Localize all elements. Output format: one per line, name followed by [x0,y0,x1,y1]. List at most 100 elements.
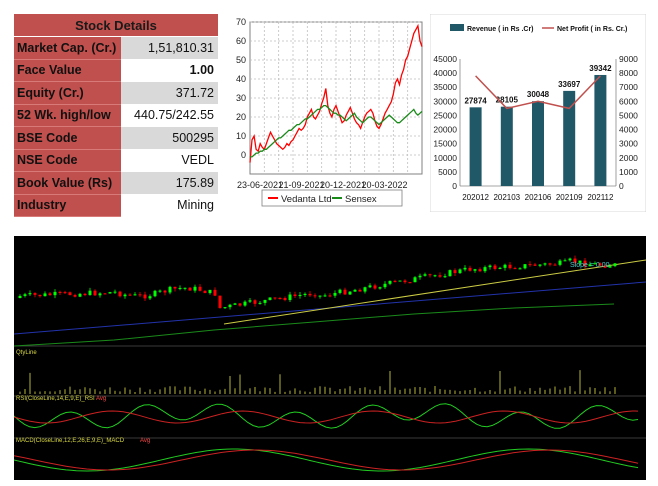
chart-legend: Revenue ( in Rs .Cr) Net Profit ( in Rs. … [450,24,627,33]
stock-detail-label: Industry [14,194,121,217]
bar-data-label: 30048 [527,90,550,99]
candle-body [223,307,227,309]
candle-body [603,265,607,268]
bar-data-label: 27874 [464,96,487,105]
stock-details-row: Equity (Cr.) 371.72 [14,81,218,105]
candle-body [153,290,157,297]
bar-data-label: 39342 [589,64,612,73]
y-tick-label: 40 [236,74,246,84]
stock-details-row: Market Cap. (Cr.) 1,51,810.31 [14,36,218,60]
candle-body [563,260,567,262]
candle-body [168,286,172,293]
candle-body [198,286,202,291]
candle-body [173,286,177,289]
candle-body [378,287,382,289]
legend-label: Vedanta Ltd [281,194,332,205]
candle-body [453,270,457,274]
candle-body [558,260,562,265]
sub-panel-label: RSI(CloseLine,14,E,9,E)_RSI [16,396,95,402]
candle-body [478,269,482,272]
candle-body [23,294,27,296]
series-line-vedanta [249,23,423,163]
x-tick-label: 202103 [493,193,520,202]
candlesticks [18,255,617,310]
x-tick-label: 21-09-2021 [278,180,324,190]
stock-detail-label: Equity (Cr.) [14,81,121,105]
candle-body [293,294,297,296]
revenue-profit-chart: Revenue ( in Rs .Cr) Net Profit ( in Rs. … [430,14,646,212]
candle-body [103,293,107,295]
candle-body [93,290,97,296]
candle-body [78,293,82,297]
net-profit-line [475,75,601,110]
candle-body [313,295,317,297]
y-tick-label-left: 5000 [438,167,457,177]
candle-body [73,295,77,297]
candle-body [108,292,112,294]
revenue-bar [594,74,607,186]
y-tick-label-left: 45000 [433,54,457,64]
stock-detail-label: Book Value (Rs) [14,171,121,195]
revenue-bar [469,107,482,186]
candle-body [438,275,442,277]
y-tick-label-right: 0 [619,181,624,191]
stock-details-row: BSE Code 500295 [14,126,218,150]
candle-body [538,264,542,266]
y-tick-label: 0 [241,150,246,160]
candle-body [283,298,287,301]
candle-body [348,291,352,295]
stock-detail-value: 371.72 [121,81,218,105]
y-tick-label-left: 25000 [433,110,457,120]
candle-body [508,264,512,269]
stock-detail-value: 500295 [121,126,218,150]
candle-body [188,287,192,291]
candle-body [543,263,547,265]
candle-body [268,297,272,300]
candle-body [433,275,437,277]
y-tick-label-left: 20000 [433,125,457,135]
sub-panel-label: MACD(CloseLine,12,E,26,E,9,E)_MACD [16,438,125,444]
chart-legend: Vedanta Ltd Sensex [261,189,403,207]
y-tick-label-left: 15000 [433,139,457,149]
candle-body [423,274,427,276]
stock-details-row: 52 Wk. high/low 440.75/242.55 [14,104,218,127]
stock-details-row: Book Value (Rs) 175.89 [14,171,218,195]
candle-body [43,293,47,297]
stock-detail-value: 440.75/242.55 [121,104,218,127]
y-tick-label-right: 8000 [619,68,638,78]
y-tick-label: 50 [236,55,246,65]
candle-body [53,291,57,296]
y-tick-label-left: 10000 [433,153,457,163]
candle-body [243,301,247,306]
sub-panel-label: QtyLine [16,350,37,356]
x-tick-label: 202109 [556,193,583,202]
candle-body [383,283,387,288]
candle-body [488,265,492,268]
candle-body [343,289,347,295]
candle-body [18,295,22,298]
candle-body [288,294,292,301]
candle-body [493,265,497,269]
candle-body [473,269,477,271]
slope-annotation: Slope = 0.00 [570,262,610,269]
candle-body [408,282,412,284]
revenue-bar [563,90,576,186]
rsi-line [14,403,639,429]
y-tick-label-left: 40000 [433,68,457,78]
candle-body [98,293,102,296]
revenue-bar [500,106,513,186]
candle-body [263,299,267,303]
y-tick-label-right: 4000 [619,125,638,135]
candle-body [63,292,67,294]
candle-body [498,267,502,269]
candle-body [48,293,52,296]
sub-panel-signal-label: Avg [140,438,150,444]
trend-line [223,259,646,325]
y-tick-label: 10 [236,131,246,141]
y-tick-label-right: 2000 [619,153,638,163]
candle-body [578,260,582,263]
candle-body [443,276,447,278]
y-tick-label-left: 30000 [433,96,457,106]
candle-body [158,290,162,292]
bar-data-label: 33697 [558,80,581,89]
